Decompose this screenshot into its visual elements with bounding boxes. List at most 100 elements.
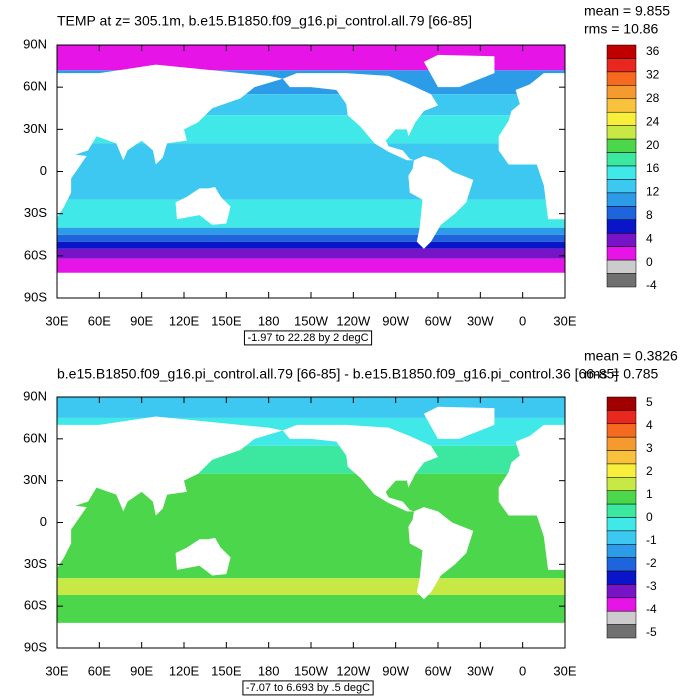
lat-label: 60N <box>23 430 47 445</box>
colorbar-box <box>606 246 637 261</box>
ocean-band <box>57 248 565 259</box>
lat-label: 30S <box>24 556 47 571</box>
land <box>423 406 495 439</box>
lat-label: 90N <box>23 388 47 403</box>
lon-label: 0 <box>519 313 526 328</box>
stat-label: mean = 0.3826 <box>584 348 678 364</box>
lon-label: 120W <box>336 663 371 678</box>
lat-label: 0 <box>40 514 47 529</box>
colorbar-box <box>606 138 637 153</box>
ocean-band <box>57 234 565 242</box>
lon-label: 150W <box>294 313 329 328</box>
ocean-band <box>57 143 565 200</box>
lon-label: 150E <box>211 663 242 678</box>
colorbar-box <box>606 584 637 599</box>
colorbar-box <box>606 111 637 126</box>
colorbar-label: 4 <box>646 418 653 432</box>
ocean-band <box>57 595 565 628</box>
colorbar-box <box>606 192 637 207</box>
lat-label: 90S <box>24 289 47 304</box>
colorbar-box <box>606 610 637 625</box>
colorbar-box <box>606 179 637 194</box>
colorbar-box <box>606 165 637 180</box>
lat-label: 60S <box>24 598 47 613</box>
colorbar-box <box>606 85 637 100</box>
colorbar-box <box>606 503 637 518</box>
colorbar-box <box>606 71 637 86</box>
colorbar-box <box>606 450 637 465</box>
lon-label: 60W <box>425 313 452 328</box>
colorbar-box <box>606 436 637 451</box>
colorbar-box <box>606 517 637 532</box>
land <box>57 272 565 298</box>
lon-label: 180 <box>258 313 280 328</box>
ocean-band <box>57 227 565 235</box>
colorbar-box <box>606 44 637 59</box>
colorbar-box <box>606 125 637 140</box>
colorbar-label: -2 <box>646 556 657 570</box>
contour-info-box <box>243 330 373 346</box>
lat-label: 0 <box>40 163 47 178</box>
lon-label: 0 <box>519 663 526 678</box>
colorbar-label: 24 <box>646 114 660 128</box>
colorbar-box <box>606 463 637 478</box>
lon-label: 30E <box>45 663 68 678</box>
lon-label: 90W <box>382 663 409 678</box>
land <box>423 54 495 88</box>
lon-label: 120E <box>169 663 200 678</box>
ocean-band <box>57 258 565 277</box>
colorbar-label: 0 <box>646 510 653 524</box>
lon-label: 180 <box>258 663 280 678</box>
colorbar-box <box>606 557 637 572</box>
ocean-band <box>57 578 565 596</box>
colorbar-label: 1 <box>646 487 653 501</box>
colorbar-label: -5 <box>646 625 657 639</box>
colorbar-label: 32 <box>646 68 660 82</box>
colorbar-label: -3 <box>646 579 657 593</box>
lat-label: 60S <box>24 247 47 262</box>
colorbar-box <box>606 544 637 558</box>
land <box>498 73 565 220</box>
colorbar-box <box>606 206 637 221</box>
contour-info: -1.97 to 22.28 by 2 degC <box>247 332 368 344</box>
land <box>57 64 283 218</box>
colorbar-box <box>606 570 637 585</box>
colorbar-box <box>606 273 637 288</box>
lon-label: 30W <box>467 313 494 328</box>
lon-label: 90E <box>130 313 153 328</box>
colorbar-label: 36 <box>646 44 660 58</box>
colorbar-label: 2 <box>646 464 653 478</box>
colorbar-box <box>606 410 637 425</box>
land <box>57 622 565 648</box>
colorbar-label: 20 <box>646 138 660 152</box>
colorbar-box <box>606 624 637 639</box>
lon-label: 30E <box>553 663 576 678</box>
panel-title: b.e15.B1850.f09_g16.pi_control.all.79 [6… <box>57 366 618 382</box>
colorbar-box <box>606 396 637 411</box>
contour-info: -7.07 to 6.693 by .5 degC <box>246 682 370 694</box>
colorbar-label: 8 <box>646 208 653 222</box>
lon-label: 90E <box>130 663 153 678</box>
lon-label: 30W <box>467 663 494 678</box>
lon-label: 120W <box>336 313 371 328</box>
lon-label: 60E <box>88 313 111 328</box>
land <box>57 416 283 569</box>
colorbar-box <box>606 219 637 234</box>
stat-label: mean = 9.855 <box>584 3 670 19</box>
colorbar-box <box>606 423 637 438</box>
land <box>282 424 438 512</box>
colorbar-box <box>606 530 637 545</box>
colorbar-box <box>606 152 637 167</box>
lon-label: 30E <box>553 313 576 328</box>
colorbar-box <box>606 490 637 505</box>
colorbar-box <box>606 597 637 612</box>
colorbar-label: 5 <box>646 395 653 409</box>
colorbar-label: 0 <box>646 255 653 269</box>
lon-label: 60E <box>88 663 111 678</box>
colorbar-label: 3 <box>646 441 653 455</box>
lat-label: 30S <box>24 205 47 220</box>
contour-info-box <box>242 680 374 696</box>
colorbar-label: 12 <box>646 185 660 199</box>
